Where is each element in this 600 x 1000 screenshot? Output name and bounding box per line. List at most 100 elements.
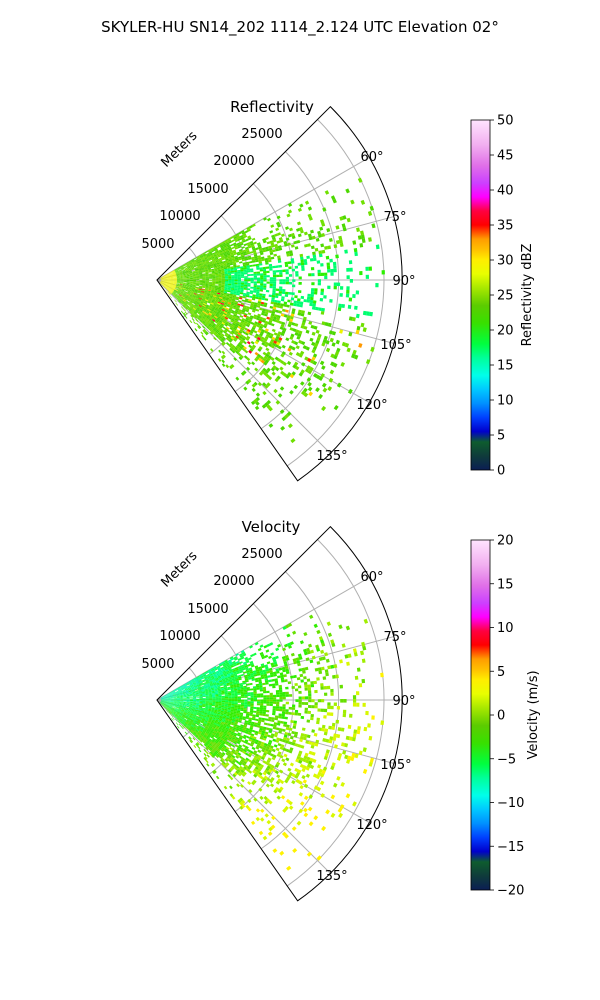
field-cell bbox=[197, 732, 201, 735]
field-cell bbox=[259, 316, 264, 320]
field-cell bbox=[206, 309, 211, 313]
field-cell bbox=[178, 294, 182, 297]
field-cell bbox=[293, 384, 298, 390]
field-cell bbox=[285, 271, 289, 275]
field-cell bbox=[202, 277, 206, 279]
field-cell bbox=[176, 695, 180, 697]
field-cell bbox=[206, 741, 210, 745]
field-cell bbox=[317, 269, 321, 273]
field-cell bbox=[215, 697, 219, 699]
field-cell bbox=[160, 282, 164, 284]
field-cell bbox=[229, 716, 233, 719]
field-cell bbox=[189, 704, 193, 706]
field-cell bbox=[230, 766, 235, 770]
field-cell bbox=[160, 277, 164, 279]
field-cell bbox=[251, 326, 256, 331]
field-cell bbox=[207, 744, 212, 748]
velocity-panel: Velocity Meters 5000 10000 15000 20000 2… bbox=[141, 518, 541, 902]
field-cell bbox=[195, 694, 200, 696]
field-cell bbox=[224, 274, 229, 276]
field-cell bbox=[224, 677, 229, 680]
field-cell bbox=[208, 725, 213, 729]
field-cell bbox=[203, 294, 207, 297]
field-cell bbox=[183, 282, 187, 284]
field-cell bbox=[338, 303, 342, 308]
field-cell bbox=[336, 382, 342, 388]
field-cell bbox=[180, 702, 184, 704]
field-cell bbox=[297, 312, 302, 316]
field-cell bbox=[193, 685, 198, 688]
field-cell bbox=[235, 260, 239, 263]
field-cell bbox=[204, 308, 208, 311]
field-cell bbox=[205, 725, 209, 728]
field-cell bbox=[197, 258, 201, 261]
field-cell bbox=[270, 723, 274, 727]
field-cell bbox=[218, 703, 222, 705]
field-cell bbox=[186, 284, 190, 286]
field-cell bbox=[202, 705, 206, 707]
field-cell bbox=[199, 674, 203, 677]
field-cell bbox=[221, 315, 226, 319]
field-cell bbox=[247, 692, 251, 695]
field-cell bbox=[196, 317, 200, 321]
field-cell bbox=[215, 280, 219, 282]
field-cell bbox=[210, 763, 214, 768]
field-cell bbox=[239, 684, 244, 687]
field-cell bbox=[275, 309, 279, 313]
field-cell bbox=[248, 764, 253, 769]
field-cell bbox=[216, 262, 220, 265]
field-cell bbox=[179, 286, 183, 288]
field-cell bbox=[319, 360, 325, 366]
grid-range-ring bbox=[260, 151, 340, 430]
field-cell bbox=[163, 702, 167, 704]
field-cell bbox=[270, 224, 275, 228]
field-cell bbox=[207, 745, 211, 749]
field-cell bbox=[200, 737, 204, 741]
field-cell bbox=[205, 692, 209, 695]
field-cell bbox=[237, 279, 241, 282]
field-cell bbox=[175, 706, 179, 708]
field-cell bbox=[169, 291, 172, 294]
field-cell bbox=[180, 698, 184, 700]
field-cell bbox=[213, 714, 217, 716]
field-cell bbox=[192, 272, 196, 274]
field-cell bbox=[162, 284, 166, 286]
field-cell bbox=[199, 282, 203, 284]
field-cell bbox=[332, 198, 337, 204]
field-cell bbox=[210, 315, 215, 318]
field-cell bbox=[201, 291, 205, 293]
field-cell bbox=[193, 720, 198, 723]
field-cell bbox=[229, 793, 234, 798]
field-cell bbox=[200, 711, 205, 714]
field-cell bbox=[234, 276, 238, 279]
field-cell bbox=[346, 267, 350, 272]
field-cell bbox=[269, 266, 273, 269]
field-cell bbox=[198, 325, 202, 329]
field-cell bbox=[166, 709, 170, 712]
field-cell bbox=[170, 702, 174, 703]
field-cell bbox=[199, 681, 203, 684]
field-cell bbox=[167, 277, 171, 279]
field-cell bbox=[243, 386, 248, 391]
field-cell bbox=[214, 288, 218, 291]
field-cell bbox=[269, 230, 274, 234]
field-cell bbox=[224, 241, 229, 244]
field-cell bbox=[250, 664, 255, 668]
field-cell bbox=[222, 727, 226, 731]
field-cell bbox=[234, 274, 238, 277]
field-cell bbox=[301, 322, 306, 326]
field-cell bbox=[159, 702, 163, 705]
field-cell bbox=[184, 315, 188, 319]
field-cell bbox=[258, 248, 263, 252]
field-cell bbox=[234, 766, 238, 771]
field-cell bbox=[256, 273, 261, 276]
field-cell bbox=[205, 726, 209, 729]
field-cell bbox=[249, 743, 254, 747]
field-cell bbox=[199, 701, 203, 703]
field-cell bbox=[160, 281, 164, 284]
field-cell bbox=[240, 282, 245, 285]
field-cell bbox=[171, 288, 174, 291]
field-cell bbox=[169, 274, 173, 276]
field-cell bbox=[173, 710, 177, 713]
field-cell bbox=[244, 665, 248, 668]
